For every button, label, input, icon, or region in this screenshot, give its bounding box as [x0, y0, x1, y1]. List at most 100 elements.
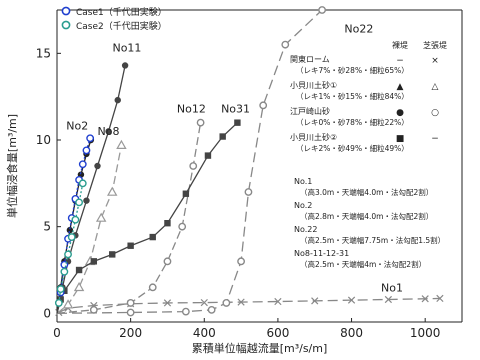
curve-label: No11 [112, 42, 141, 55]
condition-title: No.22 [294, 225, 317, 234]
data-point [311, 297, 319, 305]
annotation-symbol-grass: △ [432, 82, 439, 92]
data-point [163, 299, 172, 307]
data-point [237, 298, 245, 306]
data-point [259, 101, 268, 110]
annotation-header-col1: 裸堤 [392, 40, 408, 50]
annotation-header-col2: 芝張堤 [423, 40, 447, 50]
x-tick-label: 200 [119, 326, 142, 340]
legend: Case1（千代田実験） Case2（千代田実験） [61, 6, 167, 32]
y-ticks: 0 5 10 15 [36, 46, 61, 320]
y-tick-label: 10 [36, 133, 51, 147]
annotation-soil-name: 関東ローム [290, 54, 330, 64]
annotation-soil-detail: （レキ0%・砂78%・細粒22%） [296, 117, 409, 127]
data-point [64, 250, 72, 259]
series-no8 [56, 139, 127, 314]
curve-label: No2 [66, 120, 88, 133]
data-point [149, 233, 156, 241]
data-point [127, 242, 134, 249]
data-point [61, 287, 68, 294]
series-no12 [56, 118, 205, 314]
y-tick-label: 0 [43, 306, 51, 320]
data-point [274, 297, 282, 306]
data-point [60, 267, 69, 276]
data-point [73, 281, 85, 292]
data-point [126, 299, 135, 307]
data-point [126, 308, 135, 317]
data-point [164, 220, 171, 227]
data-point [57, 296, 64, 303]
data-point [78, 179, 87, 188]
data-point [89, 305, 98, 314]
data-point [384, 295, 392, 304]
data-point [318, 6, 326, 14]
condition-detail: （高3.0m・天端幅4.0m・法勾配2割） [300, 187, 433, 197]
annotation-soil-detail: （レキ2%・砂49%・細粒49%） [296, 143, 409, 153]
x-tick-label: 400 [193, 326, 216, 340]
x-tick-label: 0 [53, 326, 61, 340]
annotation-symbol-grass: × [431, 56, 439, 66]
condition-detail: （高2.5m・天端幅4m・法勾配2割） [300, 259, 426, 269]
data-point [148, 283, 157, 292]
series-line [56, 65, 126, 314]
data-point [182, 190, 190, 197]
data-point [237, 257, 245, 266]
data-point [200, 298, 208, 307]
annotation-symbol-bare: − [396, 56, 404, 66]
data-point [62, 299, 74, 309]
data-point [181, 307, 190, 316]
annotation-symbol-grass: − [431, 134, 439, 144]
data-point [78, 160, 87, 169]
annotation-soil-name: 江戸崎山砂 [290, 106, 330, 116]
data-point [222, 299, 231, 307]
x-ticks: 0 200 400 600 800 1000 [53, 318, 440, 340]
data-point [94, 162, 101, 170]
data-point [75, 266, 83, 274]
data-point [207, 305, 216, 314]
legend-marker [61, 20, 71, 30]
y-tick-label: 5 [43, 220, 51, 234]
data-point [75, 198, 83, 207]
data-point [71, 215, 80, 224]
data-point [105, 128, 112, 135]
data-point [54, 299, 63, 307]
y-axis-label: 単位幅浸食量[m³/m] [5, 114, 19, 218]
data-point [436, 294, 444, 303]
legend-label: Case1（千代田実験） [76, 6, 167, 18]
series-layer [54, 6, 444, 317]
data-point [95, 212, 107, 222]
condition-detail: （高2.5m・天端幅7.75m・法勾配1.5割） [300, 235, 445, 245]
data-point [82, 146, 91, 155]
x-tick-label: 1000 [410, 326, 441, 340]
data-point [219, 133, 226, 140]
series-no31 [56, 119, 241, 314]
annotation-soil-detail: （レキ7%・砂28%・細粒65%） [296, 65, 409, 75]
legend-marker [61, 6, 71, 16]
axes: 0 200 400 600 800 1000 0 5 10 15 累積単位幅越流量[m³/s/m… [5, 9, 463, 355]
legend-label: Case2（千代田実験） [76, 20, 167, 32]
condition-detail: （高2.8m・天端幅4.0m・法勾配2割） [300, 211, 433, 221]
data-point [90, 258, 98, 265]
data-point [67, 233, 76, 241]
annotation-symbol-bare: ● [396, 108, 404, 118]
condition-title: No8-11-12-31 [294, 249, 349, 258]
data-point [116, 139, 127, 149]
data-point [189, 162, 198, 170]
x-tick-label: 800 [340, 326, 363, 340]
x-axis-label: 累積単位幅越流量[m³/s/m] [192, 341, 328, 355]
data-point [244, 188, 253, 196]
annotation-symbol-bare: ■ [396, 134, 405, 144]
y-tick-label: 15 [36, 46, 51, 60]
data-point [204, 152, 212, 159]
data-point [83, 197, 90, 204]
data-point [196, 118, 205, 127]
curve-label: No31 [221, 102, 250, 115]
curve-label: No12 [177, 102, 206, 115]
annotation-soil-detail: （レキ1%・砂15%・細粒84%） [296, 91, 409, 101]
data-point [114, 96, 121, 104]
data-point [56, 285, 65, 293]
data-point [163, 257, 172, 266]
data-point [66, 226, 74, 234]
